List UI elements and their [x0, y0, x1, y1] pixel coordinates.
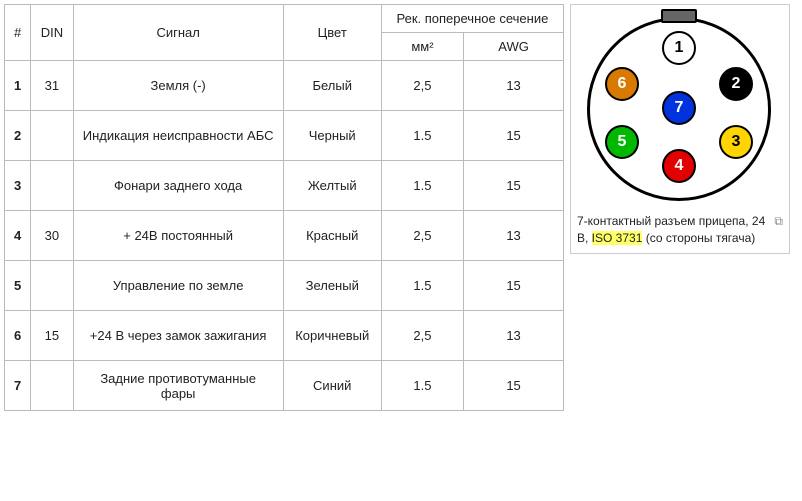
- cell-mm2: 2,5: [381, 211, 463, 261]
- th-color: Цвет: [283, 5, 381, 61]
- connector-pin-5: 5: [605, 125, 639, 159]
- cell-awg: 13: [464, 211, 564, 261]
- connector-pin-4: 4: [662, 149, 696, 183]
- cell-awg: 13: [464, 61, 564, 111]
- cell-din: 15: [31, 311, 74, 361]
- cell-signal: Управление по земле: [73, 261, 283, 311]
- th-din: DIN: [31, 5, 74, 61]
- cell-mm2: 1.5: [381, 261, 463, 311]
- cell-num: 2: [5, 111, 31, 161]
- cell-signal: Индикация неисправности АБС: [73, 111, 283, 161]
- cell-din: [31, 161, 74, 211]
- cell-awg: 15: [464, 111, 564, 161]
- cell-color: Зеленый: [283, 261, 381, 311]
- cell-signal: + 24В постоянный: [73, 211, 283, 261]
- th-num: #: [5, 5, 31, 61]
- caption-post: (со стороны тягача): [642, 231, 755, 245]
- cell-signal: Задние противотуманные фары: [73, 361, 283, 411]
- cell-num: 7: [5, 361, 31, 411]
- cell-din: 31: [31, 61, 74, 111]
- cell-color: Черный: [283, 111, 381, 161]
- connector-pin-3: 3: [719, 125, 753, 159]
- caption-highlight: ISO 3731: [592, 231, 643, 245]
- th-signal: Сигнал: [73, 5, 283, 61]
- table-row: 430+ 24В постоянныйКрасный2,513: [5, 211, 564, 261]
- cell-num: 6: [5, 311, 31, 361]
- table-row: 615+24 В через замок зажиганияКоричневый…: [5, 311, 564, 361]
- table-row: 2 Индикация неисправности АБСЧерный1.515: [5, 111, 564, 161]
- cell-din: [31, 111, 74, 161]
- cell-awg: 15: [464, 161, 564, 211]
- connector-figure: 12 345 67 ⧉ 7-контактный разъем прицепа, 2…: [570, 4, 790, 254]
- cell-din: [31, 361, 74, 411]
- connector-pin-6: 6: [605, 67, 639, 101]
- cell-mm2: 1.5: [381, 161, 463, 211]
- table-row: 5 Управление по землеЗеленый1.515: [5, 261, 564, 311]
- cell-awg: 13: [464, 311, 564, 361]
- cell-color: Белый: [283, 61, 381, 111]
- connector-key: [661, 9, 697, 23]
- cell-num: 3: [5, 161, 31, 211]
- cell-mm2: 2,5: [381, 61, 463, 111]
- cell-signal: +24 В через замок зажигания: [73, 311, 283, 361]
- th-mm2: мм²: [381, 33, 463, 61]
- table-row: 3 Фонари заднего ходаЖелтый1.515: [5, 161, 564, 211]
- connector-pin-7: 7: [662, 91, 696, 125]
- cell-awg: 15: [464, 261, 564, 311]
- th-cross-section: Рек. поперечное сечение: [381, 5, 563, 33]
- th-awg: AWG: [464, 33, 564, 61]
- cell-mm2: 1.5: [381, 111, 463, 161]
- cell-num: 5: [5, 261, 31, 311]
- connector-pin-1: 1: [662, 31, 696, 65]
- cell-color: Коричневый: [283, 311, 381, 361]
- table-row: 131Земля (-)Белый2,513: [5, 61, 564, 111]
- cell-color: Желтый: [283, 161, 381, 211]
- cell-signal: Фонари заднего хода: [73, 161, 283, 211]
- cell-awg: 15: [464, 361, 564, 411]
- figure-caption: ⧉ 7-контактный разъем прицепа, 24 В, ISO…: [575, 209, 785, 249]
- cell-din: [31, 261, 74, 311]
- connector-pin-2: 2: [719, 67, 753, 101]
- cell-din: 30: [31, 211, 74, 261]
- pinout-table: # DIN Сигнал Цвет Рек. поперечное сечени…: [4, 4, 564, 411]
- cell-color: Синий: [283, 361, 381, 411]
- cell-num: 4: [5, 211, 31, 261]
- table-row: 7 Задние противотуманные фарыСиний1.515: [5, 361, 564, 411]
- cell-num: 1: [5, 61, 31, 111]
- cell-mm2: 1.5: [381, 361, 463, 411]
- connector-diagram: 12 345 67: [575, 9, 783, 209]
- cell-signal: Земля (-): [73, 61, 283, 111]
- enlarge-icon[interactable]: ⧉: [774, 213, 783, 230]
- cell-color: Красный: [283, 211, 381, 261]
- cell-mm2: 2,5: [381, 311, 463, 361]
